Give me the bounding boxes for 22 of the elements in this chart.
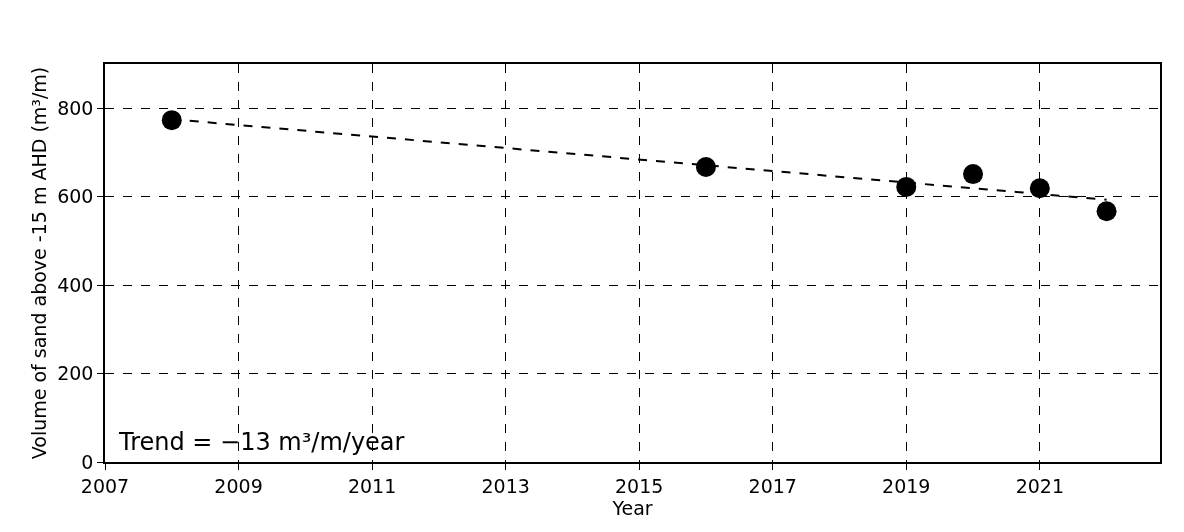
x-tick-label: 2021	[1015, 474, 1064, 497]
y-axis-title: Volume of sand above -15 m AHD (m³/m)	[27, 66, 50, 460]
x-tick-label: 2015	[615, 474, 664, 497]
point	[1029, 178, 1050, 199]
x-tick-label: 2013	[481, 474, 530, 497]
y-tick-label: 0	[81, 450, 94, 473]
y-tick-label: 400	[57, 273, 94, 296]
annotation: Trend = −13 m³/m/year	[118, 428, 405, 456]
point	[896, 176, 917, 197]
point	[161, 110, 182, 131]
point	[963, 164, 984, 185]
y-tick-label: 800	[57, 96, 94, 119]
point	[1096, 201, 1117, 222]
x-tick-label: 2011	[347, 474, 397, 497]
x-axis-title: Year	[611, 496, 653, 519]
x-tick-label: 2009	[214, 474, 263, 497]
y-tick-label: 200	[57, 362, 94, 385]
point	[695, 157, 716, 178]
x-tick-label: 2017	[748, 474, 797, 497]
x-tick-label: 2007	[80, 474, 130, 497]
y-tick-label: 600	[57, 185, 94, 208]
x-tick-label: 2019	[882, 474, 931, 497]
